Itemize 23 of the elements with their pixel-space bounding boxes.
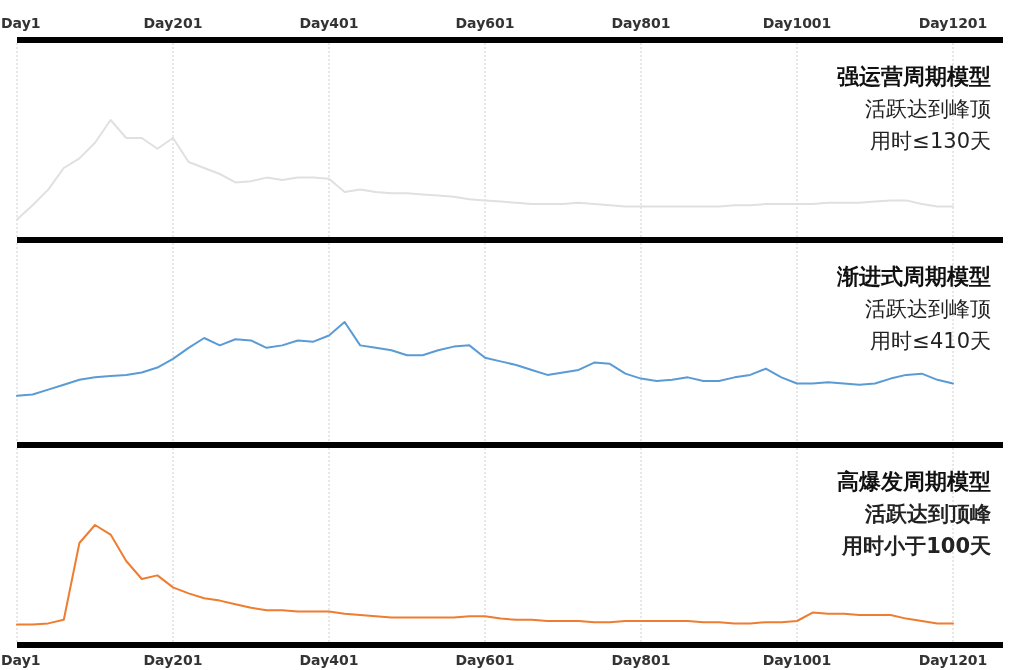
x-tick-label: Day201 <box>143 15 203 31</box>
x-tick-label: Day1201 <box>918 652 988 668</box>
x-tick-label: Day801 <box>611 652 671 668</box>
x-tick-label: Day401 <box>299 15 359 31</box>
x-tick-label: Day801 <box>611 15 671 31</box>
chart-title: 高爆发周期模型 <box>837 469 991 494</box>
x-tick-label: Day1 <box>1 652 41 668</box>
x-tick-label: Day201 <box>143 652 203 668</box>
chart-title: 强运营周期模型 <box>837 64 991 89</box>
text: 活跃达到峰顶 <box>865 297 991 321</box>
x-tick-label: Day601 <box>455 652 515 668</box>
x-tick-label: Day401 <box>299 652 359 668</box>
x-tick-label: Day1001 <box>762 15 832 31</box>
annotation: 用时≤130天 <box>870 129 991 153</box>
annotation: 用时≤410天 <box>870 329 991 353</box>
annotation: 活跃达到顶峰 <box>864 502 992 526</box>
chart-title: 渐进式周期模型 <box>836 264 991 289</box>
x-tick-label: Day1001 <box>762 652 832 668</box>
annotation: 活跃达到峰顶 <box>865 97 991 121</box>
x-tick-label: Day601 <box>455 15 515 31</box>
x-tick-label: Day1201 <box>918 15 988 31</box>
annotation: 用时小于100天 <box>841 534 991 558</box>
x-tick-label: Day1 <box>1 15 41 31</box>
